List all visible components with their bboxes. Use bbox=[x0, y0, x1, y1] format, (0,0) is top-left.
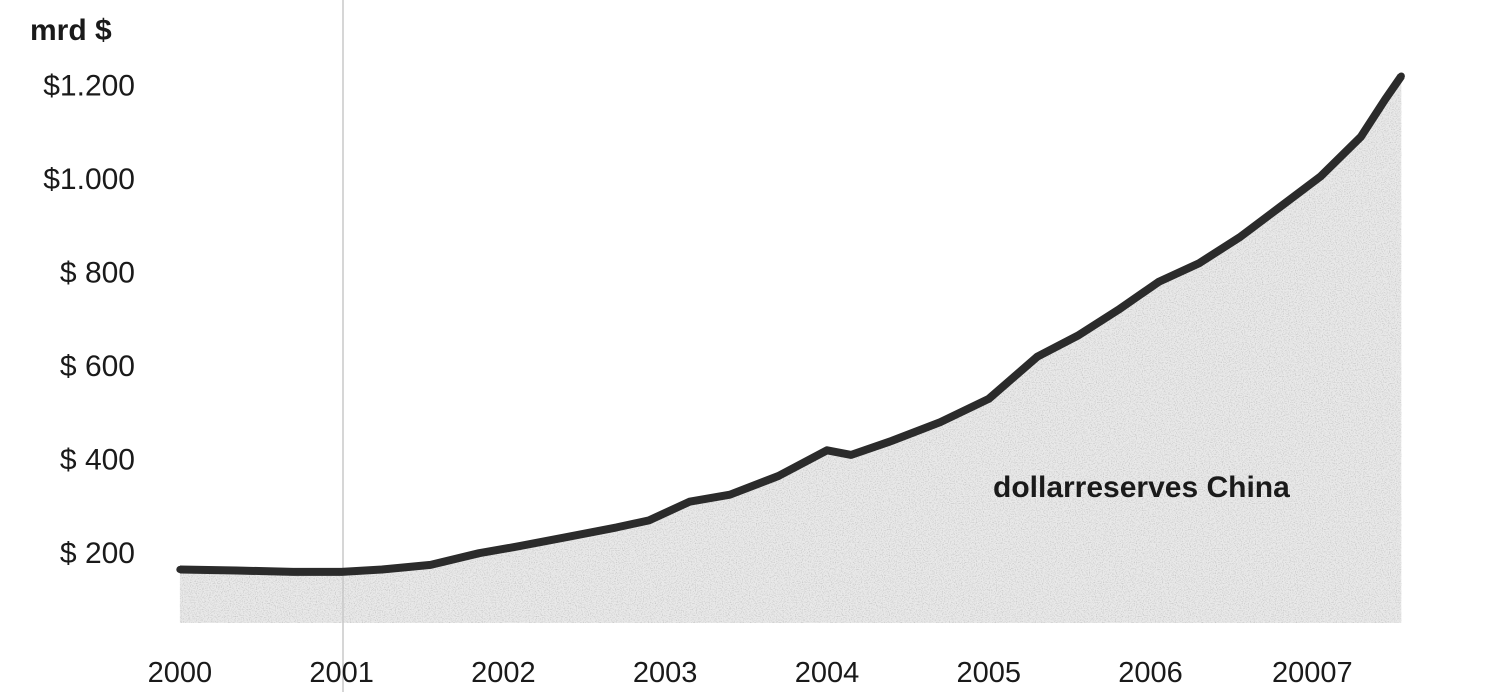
data-point bbox=[847, 451, 855, 459]
series-label: dollarreserves China bbox=[993, 471, 1290, 504]
data-point bbox=[176, 565, 184, 574]
data-point bbox=[1357, 133, 1365, 141]
unit-label: mrd $ bbox=[30, 14, 112, 47]
y-tick-label: $ 400 bbox=[60, 444, 135, 477]
data-point bbox=[645, 516, 653, 525]
data-point bbox=[1276, 203, 1284, 211]
y-tick-label: $1.000 bbox=[43, 163, 135, 196]
x-tick-label: 2006 bbox=[1118, 657, 1183, 689]
data-point bbox=[1235, 233, 1244, 241]
data-point bbox=[289, 568, 297, 576]
data-point bbox=[985, 395, 993, 403]
x-tick-label: 2004 bbox=[795, 657, 860, 689]
y-tick-label: $ 200 bbox=[60, 537, 135, 570]
data-point bbox=[823, 446, 831, 454]
data-point bbox=[1114, 306, 1122, 314]
data-point bbox=[1397, 72, 1405, 80]
data-point bbox=[613, 523, 621, 532]
data-point bbox=[475, 549, 483, 557]
data-point bbox=[427, 561, 435, 569]
data-point bbox=[774, 472, 783, 480]
data-point bbox=[1155, 278, 1163, 286]
data-point bbox=[564, 533, 572, 541]
data-point bbox=[1316, 173, 1324, 181]
data-point bbox=[1195, 259, 1203, 267]
data-point bbox=[936, 418, 944, 426]
x-axis-tick-labels: 2000 2001 2002 2003 2004 2005 2006 20007 bbox=[148, 657, 1353, 689]
data-point bbox=[888, 437, 896, 445]
data-point bbox=[338, 568, 346, 576]
y-axis-tick-labels: $ 200 $ 400 $ 600 $ 800 $1.000 $1.200 bbox=[43, 69, 135, 570]
area-fill-layer bbox=[179, 76, 1402, 624]
data-point bbox=[516, 542, 524, 550]
data-point bbox=[232, 566, 241, 575]
series-area-fill bbox=[179, 76, 1402, 624]
series-line-layer bbox=[176, 72, 1405, 576]
x-tick-label: 20007 bbox=[1272, 657, 1353, 689]
x-tick-label: 2003 bbox=[633, 657, 698, 689]
y-tick-label: $ 600 bbox=[60, 350, 135, 383]
y-tick-label: $1.200 bbox=[43, 69, 135, 102]
x-tick-label: 2001 bbox=[309, 657, 374, 689]
data-point bbox=[378, 565, 386, 574]
y-tick-label: $ 800 bbox=[60, 257, 135, 290]
series-line bbox=[179, 73, 1405, 576]
data-point bbox=[1033, 353, 1041, 361]
data-point bbox=[726, 491, 734, 499]
data-point bbox=[685, 498, 694, 506]
data-point bbox=[1074, 332, 1082, 340]
data-point bbox=[1381, 95, 1389, 104]
x-tick-label: 2000 bbox=[148, 657, 213, 689]
x-tick-label: 2002 bbox=[471, 657, 536, 689]
x-tick-label: 2005 bbox=[956, 657, 1021, 689]
